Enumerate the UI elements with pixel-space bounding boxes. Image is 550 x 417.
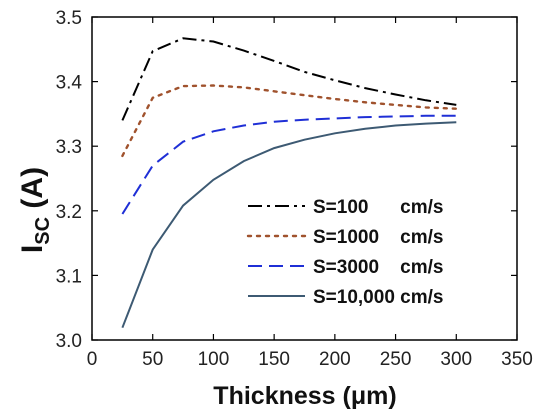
- y-tick-label: 3.4: [56, 73, 83, 94]
- y-tick-label: 3.1: [56, 266, 82, 287]
- y-tick-label: 3.5: [56, 8, 82, 29]
- y-tick-label: 3.3: [56, 137, 82, 158]
- x-tick-label: 50: [142, 349, 163, 370]
- x-tick-label: 200: [319, 349, 351, 370]
- x-tick-label: 300: [440, 349, 472, 370]
- legend-label-3: S=3000 cm/s: [313, 257, 443, 278]
- x-tick-label: 250: [380, 349, 412, 370]
- x-axis: 0 50 100 150 200 250 300 350: [87, 17, 533, 370]
- y-axis-title: ISC (A): [16, 167, 54, 253]
- y-tick-label: 3.2: [56, 202, 82, 223]
- y-axis: 3.0 3.1 3.2 3.3 3.4 3.5: [56, 8, 517, 352]
- legend-label-2: S=1000 cm/s: [313, 227, 443, 248]
- x-tick-label: 100: [198, 349, 230, 370]
- y-axis-title-subscript: SC: [32, 217, 54, 245]
- y-tick-label: 3.0: [56, 331, 82, 352]
- y-axis-title-main: I: [16, 245, 49, 253]
- series-line-3: [121, 114, 457, 215]
- series-line-4: [121, 121, 457, 329]
- series-line-1: [121, 37, 457, 121]
- series-line-2: [121, 84, 458, 158]
- legend: S=100 cm/s S=1000 cm/s S=3000 cm/s S=10,000…: [246, 197, 443, 308]
- x-tick-label: 150: [258, 349, 290, 370]
- legend-label-1: S=100 cm/s: [313, 197, 443, 218]
- x-tick-label: 350: [501, 349, 533, 370]
- plot-frame: [91, 16, 518, 341]
- y-axis-title-rest: (A): [16, 167, 49, 217]
- x-tick-label: 0: [87, 349, 98, 370]
- series-layer: [121, 37, 458, 329]
- legend-label-4: S=10,000 cm/s: [313, 287, 443, 308]
- x-axis-title: Thickness (μm): [213, 382, 396, 410]
- plot-area: [91, 16, 518, 341]
